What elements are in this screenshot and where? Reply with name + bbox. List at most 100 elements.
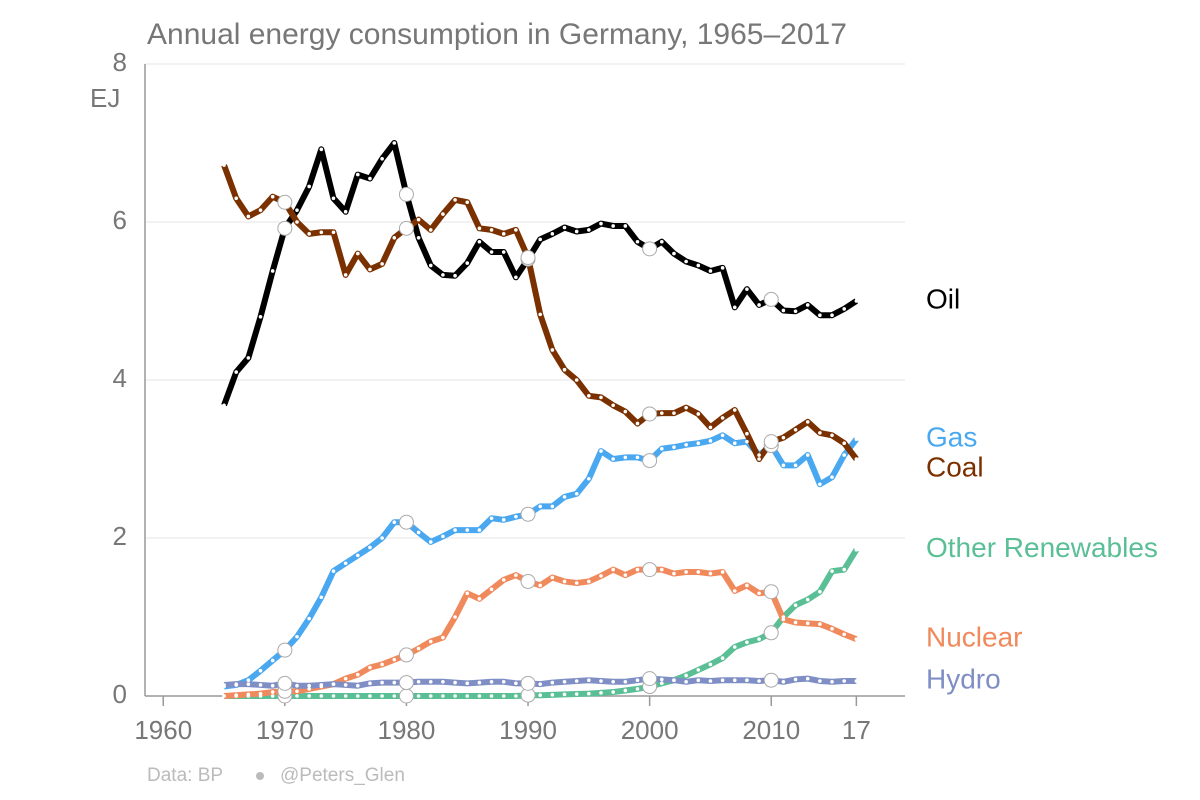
credit: @Peters_Glen bbox=[280, 765, 405, 786]
point-marker bbox=[477, 239, 482, 244]
point-marker bbox=[343, 209, 348, 214]
point-marker bbox=[222, 683, 226, 687]
x-tick-label: 2010 bbox=[742, 715, 800, 745]
point-marker bbox=[732, 589, 737, 593]
point-marker bbox=[550, 693, 555, 697]
point-marker bbox=[343, 273, 348, 277]
decade-marker bbox=[277, 675, 293, 691]
point-marker bbox=[635, 678, 640, 682]
point-marker bbox=[501, 578, 506, 582]
series-line bbox=[223, 432, 859, 690]
point-marker bbox=[343, 694, 348, 698]
point-marker bbox=[574, 679, 579, 683]
point-marker bbox=[538, 583, 542, 588]
series-label: Oil bbox=[926, 283, 960, 314]
point-marker bbox=[623, 573, 628, 577]
point-marker bbox=[368, 681, 372, 686]
y-tick-label: 2 bbox=[113, 521, 127, 551]
point-marker bbox=[696, 441, 701, 446]
point-marker bbox=[380, 262, 384, 266]
point-marker bbox=[562, 367, 567, 372]
point-marker bbox=[416, 646, 421, 651]
point-marker bbox=[270, 269, 275, 273]
point-marker bbox=[501, 518, 506, 522]
point-marker bbox=[745, 678, 749, 682]
point-marker bbox=[720, 570, 725, 574]
point-marker bbox=[660, 411, 664, 415]
point-marker bbox=[295, 689, 299, 694]
point-marker bbox=[805, 621, 810, 626]
point-marker bbox=[587, 579, 591, 584]
decade-marker bbox=[642, 562, 658, 578]
point-marker bbox=[465, 681, 470, 686]
series-label: Other Renewables bbox=[926, 532, 1158, 563]
point-marker bbox=[356, 172, 360, 177]
point-marker bbox=[368, 694, 372, 698]
point-marker bbox=[574, 229, 579, 234]
point-marker bbox=[684, 442, 688, 447]
point-marker bbox=[441, 273, 445, 277]
point-marker bbox=[331, 230, 336, 235]
point-marker bbox=[307, 616, 311, 621]
point-marker bbox=[757, 457, 761, 461]
point-marker bbox=[611, 457, 615, 461]
point-marker bbox=[356, 553, 360, 558]
point-marker bbox=[514, 514, 518, 519]
point-marker bbox=[818, 482, 822, 487]
point-marker bbox=[392, 657, 397, 662]
point-marker bbox=[793, 463, 798, 468]
point-marker bbox=[246, 214, 251, 219]
point-marker bbox=[489, 516, 494, 521]
point-marker bbox=[453, 273, 457, 278]
point-marker bbox=[830, 569, 834, 573]
point-marker bbox=[356, 683, 360, 688]
point-marker bbox=[307, 184, 311, 189]
point-marker bbox=[757, 453, 761, 457]
point-marker bbox=[538, 237, 542, 242]
point-marker bbox=[599, 679, 603, 683]
point-marker bbox=[781, 679, 786, 684]
point-marker bbox=[587, 228, 591, 232]
point-marker bbox=[635, 567, 640, 572]
point-marker bbox=[587, 691, 591, 696]
point-marker bbox=[465, 528, 470, 532]
point-marker bbox=[708, 571, 713, 576]
decade-marker bbox=[398, 514, 414, 530]
point-marker bbox=[356, 694, 360, 698]
point-marker bbox=[453, 198, 457, 202]
x-tick-label: 1970 bbox=[256, 715, 314, 745]
point-marker bbox=[295, 694, 299, 698]
series-line bbox=[221, 164, 859, 462]
point-marker bbox=[428, 228, 433, 232]
point-marker bbox=[611, 403, 615, 408]
point-marker bbox=[805, 303, 810, 307]
point-marker bbox=[745, 640, 749, 645]
point-marker bbox=[514, 228, 518, 232]
point-marker bbox=[574, 491, 579, 496]
point-marker bbox=[720, 416, 725, 420]
point-marker bbox=[489, 587, 494, 592]
point-marker bbox=[428, 540, 433, 544]
decade-marker bbox=[642, 241, 658, 257]
point-marker bbox=[392, 680, 397, 685]
point-marker bbox=[222, 403, 226, 408]
point-marker bbox=[672, 251, 676, 256]
point-marker bbox=[368, 267, 372, 272]
point-marker bbox=[708, 269, 713, 273]
decade-marker bbox=[642, 453, 658, 469]
point-marker bbox=[623, 455, 628, 460]
point-marker bbox=[818, 622, 822, 626]
point-marker bbox=[258, 683, 263, 687]
point-marker bbox=[623, 224, 628, 228]
point-marker bbox=[416, 217, 421, 222]
point-marker bbox=[842, 453, 846, 457]
point-marker bbox=[793, 677, 798, 682]
decade-marker bbox=[398, 220, 414, 236]
point-marker bbox=[416, 236, 421, 240]
source: Data: BP bbox=[147, 765, 223, 786]
point-marker bbox=[331, 196, 336, 201]
point-marker bbox=[842, 307, 846, 311]
decade-marker bbox=[277, 220, 293, 236]
decade-marker bbox=[520, 506, 536, 522]
point-marker bbox=[818, 313, 822, 318]
